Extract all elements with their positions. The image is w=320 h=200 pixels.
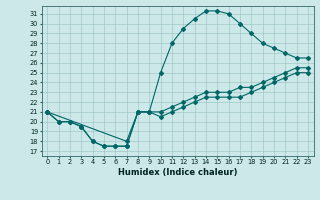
X-axis label: Humidex (Indice chaleur): Humidex (Indice chaleur) [118,168,237,177]
